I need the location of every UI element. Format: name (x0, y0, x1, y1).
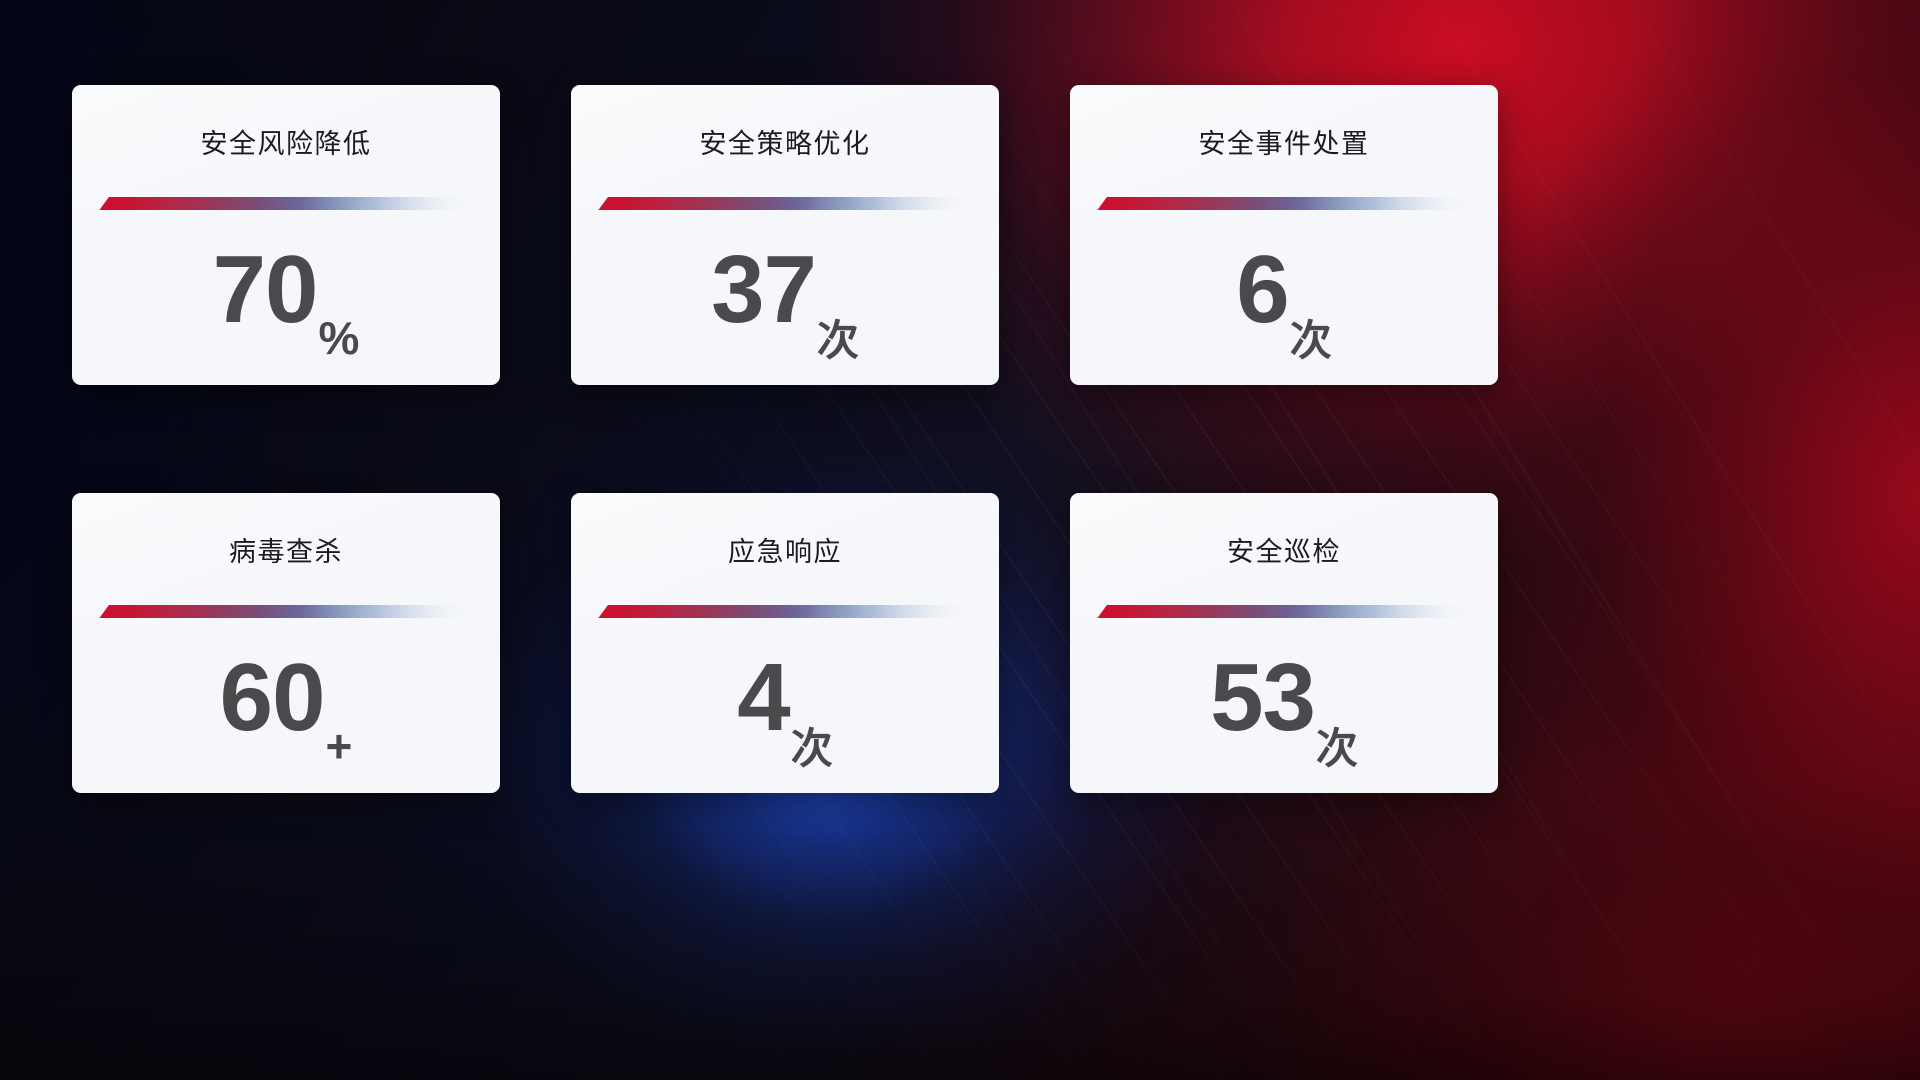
metric-value-number: 6 (1236, 236, 1289, 344)
metric-card-security-risk-reduction[interactable]: 安全风险降低 70 % (72, 85, 500, 385)
accent-bar-gradient (99, 197, 476, 210)
accent-bar-gradient (598, 197, 975, 210)
metric-card-title: 安全策略优化 (699, 129, 871, 159)
metric-value-row: 53 次 (1070, 618, 1498, 793)
accent-bar-gradient (1097, 197, 1474, 210)
metric-value-unit: 次 (816, 317, 859, 364)
metric-card-emergency-response[interactable]: 应急响应 4 次 (571, 493, 999, 793)
metric-value-unit: 次 (790, 725, 833, 772)
metric-card-security-inspection[interactable]: 安全巡检 53 次 (1070, 493, 1498, 793)
metric-card-security-policy-optimization[interactable]: 安全策略优化 37 次 (571, 85, 999, 385)
metric-card-title: 安全事件处置 (1198, 129, 1370, 159)
metric-accent-bar (1094, 605, 1474, 618)
metric-card-title: 安全风险降低 (200, 129, 372, 159)
metric-value-row: 6 次 (1070, 210, 1498, 385)
metric-accent-bar (96, 197, 476, 210)
metric-value-unit: + (325, 720, 353, 772)
metric-accent-bar (595, 605, 975, 618)
metric-card-grid: 安全风险降低 70 % 安全策略优化 37 次 安全事件处置 (72, 85, 1498, 793)
metric-value-unit: % (318, 312, 360, 364)
metric-accent-bar (595, 197, 975, 210)
metric-value-number: 60 (219, 644, 326, 752)
metric-value-unit: 次 (1315, 725, 1358, 772)
metric-value-number: 37 (711, 236, 817, 344)
metric-value-row: 4 次 (571, 618, 999, 793)
accent-bar-gradient (1097, 605, 1474, 618)
metric-value-row: 60 + (72, 618, 500, 793)
metric-value-row: 70 % (72, 210, 500, 385)
accent-bar-gradient (598, 605, 975, 618)
metric-card-security-incident-handling[interactable]: 安全事件处置 6 次 (1070, 85, 1498, 385)
metric-accent-bar (1094, 197, 1474, 210)
metric-value-unit: 次 (1289, 317, 1332, 364)
metric-value-number: 53 (1210, 644, 1316, 752)
metric-value-number: 70 (212, 236, 319, 344)
metric-value-number: 4 (737, 644, 790, 752)
metric-card-virus-scan-removal[interactable]: 病毒查杀 60 + (72, 493, 500, 793)
accent-bar-gradient (99, 605, 476, 618)
metric-value-row: 37 次 (571, 210, 999, 385)
metric-card-title: 应急响应 (728, 537, 842, 567)
metric-accent-bar (96, 605, 476, 618)
metric-card-title: 安全巡检 (1227, 537, 1341, 567)
metric-card-title: 病毒查杀 (229, 537, 343, 567)
